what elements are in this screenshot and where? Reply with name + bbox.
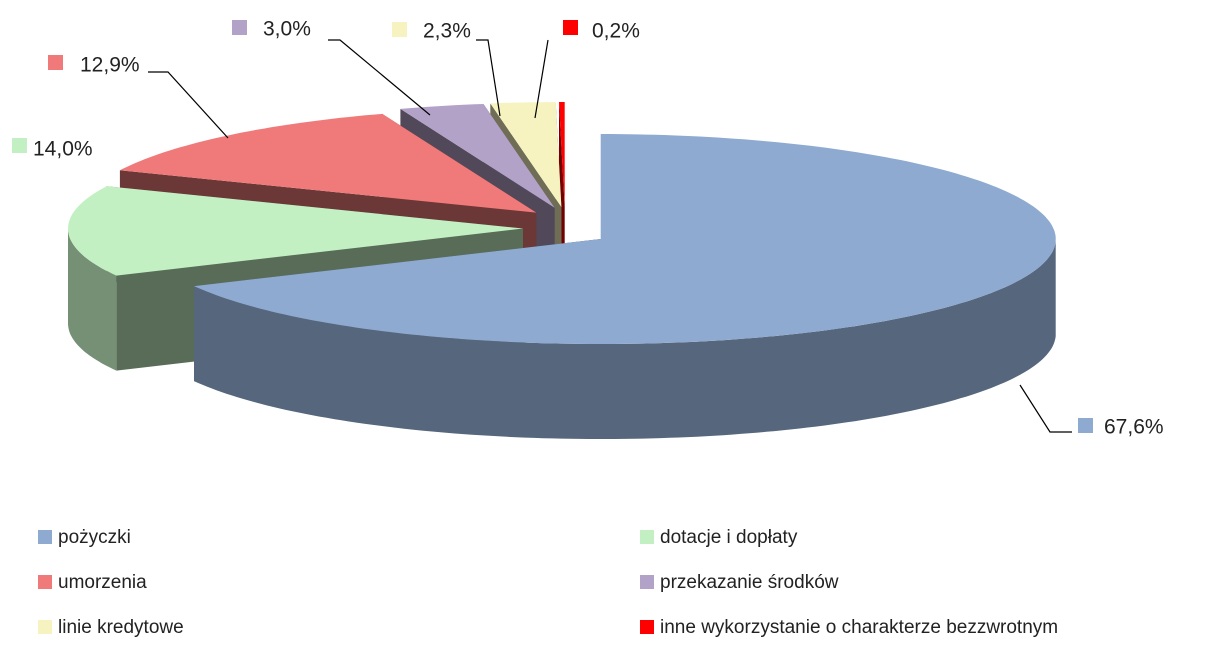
legend-swatch — [38, 620, 52, 634]
data-label: 14,0% — [33, 138, 93, 161]
legend-swatch — [640, 530, 654, 544]
leader-line — [1019, 384, 1072, 433]
leader-line — [476, 39, 501, 117]
label-swatch — [12, 138, 27, 153]
legend-label: pożyczki — [58, 527, 131, 548]
legend-label: inne wykorzystanie o charakterze bezzwro… — [660, 617, 1058, 638]
slice-wall — [68, 228, 117, 371]
label-swatch — [1078, 418, 1093, 433]
data-label: 67,6% — [1104, 416, 1164, 439]
legend-label: przekazanie środków — [660, 572, 839, 593]
data-label: 3,0% — [263, 18, 311, 41]
legend-swatch — [640, 620, 654, 634]
leader-line — [534, 39, 549, 119]
data-label: 0,2% — [592, 20, 640, 43]
data-label: 2,3% — [423, 20, 471, 43]
legend-swatch — [38, 575, 52, 589]
label-swatch — [48, 55, 63, 70]
slice-wall — [194, 239, 1056, 439]
legend-swatch — [38, 530, 52, 544]
slice — [559, 102, 565, 207]
data-label: 12,9% — [80, 54, 140, 77]
legend-label: dotacje i dopłaty — [660, 527, 798, 548]
slice — [400, 104, 555, 208]
leader-line — [328, 39, 431, 116]
leader-line — [148, 71, 229, 139]
legend-label: linie kredytowe — [58, 617, 184, 638]
slice — [68, 186, 523, 276]
legend-label: umorzenia — [58, 572, 147, 593]
label-swatch — [392, 22, 407, 37]
slice — [490, 102, 562, 208]
legend-swatch — [640, 575, 654, 589]
slice — [119, 113, 537, 213]
label-swatch — [563, 20, 578, 35]
slice — [194, 134, 1056, 344]
label-swatch — [232, 20, 247, 35]
